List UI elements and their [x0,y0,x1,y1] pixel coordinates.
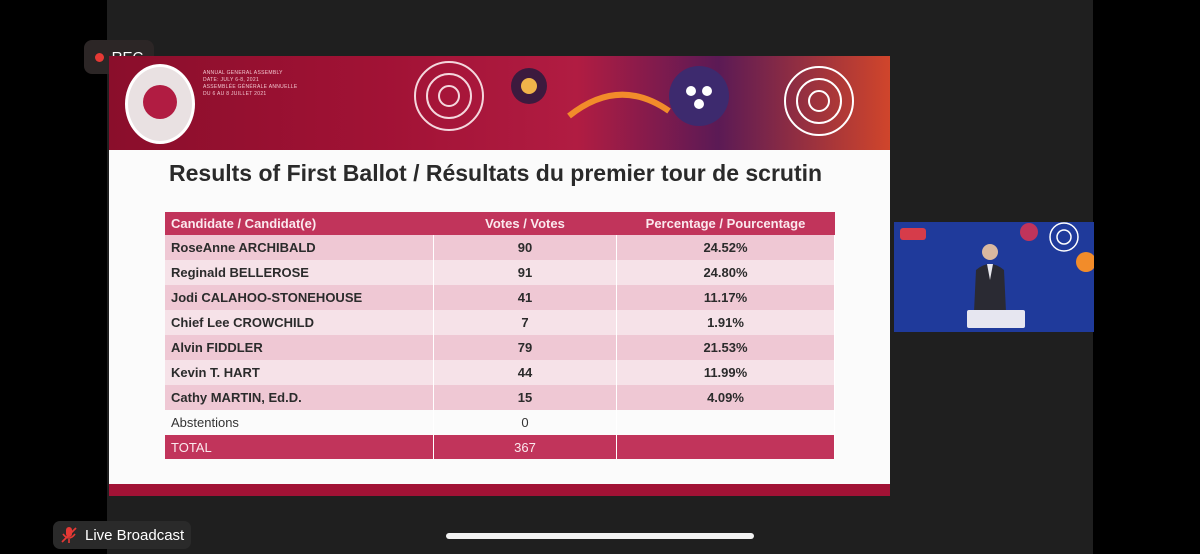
event-line-1: ANNUAL GENERAL ASSEMBLY [203,70,283,76]
shared-slide: ANNUAL GENERAL ASSEMBLY DATE: JULY 6-8, … [109,56,890,496]
total-votes: 367 [433,435,617,459]
assembly-logo [125,64,195,144]
home-indicator-bar[interactable] [446,533,754,539]
candidate-percentage: 21.53% [616,335,835,360]
table-row: Chief Lee CROWCHILD 7 1.91% [165,310,835,335]
candidate-name: Kevin T. HART [165,360,434,385]
banner-artwork [414,61,854,136]
abstentions-percentage [616,410,835,435]
total-label: TOTAL [165,435,434,459]
candidate-percentage: 4.09% [616,385,835,410]
total-row: TOTAL 367 [165,435,835,459]
abstentions-label: Abstentions [165,410,434,435]
speaker-background-art [1020,222,1094,272]
header-votes: Votes / Votes [433,212,617,235]
candidate-percentage: 11.99% [616,360,835,385]
event-line-4: DU 6 AU 8 JUILLET 2021 [203,91,267,97]
abstentions-votes: 0 [433,410,617,435]
event-line-3: ASSEMBLÉE GÉNÉRALE ANNUELLE [203,84,298,90]
candidate-votes: 15 [433,385,617,410]
candidate-votes: 7 [433,310,617,335]
header-percentage: Percentage / Pourcentage [616,212,835,235]
total-percentage [616,435,835,459]
candidate-percentage: 24.52% [616,235,835,260]
slide-title: Results of First Ballot / Résultats du p… [169,160,823,186]
table-row: Jodi CALAHOO-STONEHOUSE 41 11.17% [165,285,835,310]
slide-banner: ANNUAL GENERAL ASSEMBLY DATE: JULY 6-8, … [109,56,890,150]
live-broadcast-label: Live Broadcast [85,526,185,544]
candidate-votes: 90 [433,235,617,260]
table-row: Reginald BELLEROSE 91 24.80% [165,260,835,285]
table-row: RoseAnne ARCHIBALD 90 24.52% [165,235,835,260]
record-dot-icon [94,52,104,62]
speaker-logo [900,228,926,240]
speaker-video-tile[interactable] [894,222,1094,332]
candidate-votes: 44 [433,360,617,385]
candidate-name: Cathy MARTIN, Ed.D. [165,385,434,410]
table-row: Alvin FIDDLER 79 21.53% [165,335,835,360]
candidate-votes: 41 [433,285,617,310]
event-info: ANNUAL GENERAL ASSEMBLY DATE: JULY 6-8, … [203,70,298,98]
table-row: Abstentions 0 [165,410,835,435]
event-line-2: DATE: JULY 6-8, 2021 [203,77,260,83]
candidate-name: Jodi CALAHOO-STONEHOUSE [165,285,434,310]
candidate-name: Alvin FIDDLER [165,335,434,360]
speaker-person [974,244,1006,312]
mic-muted-icon [61,527,77,543]
slide-footer-bar [109,484,890,496]
table-row: Kevin T. HART 44 11.99% [165,360,835,385]
live-broadcast-indicator[interactable]: Live Broadcast [53,521,191,549]
candidate-votes: 91 [433,260,617,285]
header-candidate: Candidate / Candidat(e) [165,212,434,235]
results-table: Candidate / Candidat(e) Votes / Votes Pe… [165,212,835,459]
table-row: Cathy MARTIN, Ed.D. 15 4.09% [165,385,835,410]
candidate-votes: 79 [433,335,617,360]
table-header-row: Candidate / Candidat(e) Votes / Votes Pe… [165,212,835,235]
candidate-percentage: 11.17% [616,285,835,310]
speaker-podium [967,310,1025,328]
candidate-name: Reginald BELLEROSE [165,260,434,285]
candidate-name: RoseAnne ARCHIBALD [165,235,434,260]
candidate-name: Chief Lee CROWCHILD [165,310,434,335]
candidate-percentage: 1.91% [616,310,835,335]
candidate-percentage: 24.80% [616,260,835,285]
